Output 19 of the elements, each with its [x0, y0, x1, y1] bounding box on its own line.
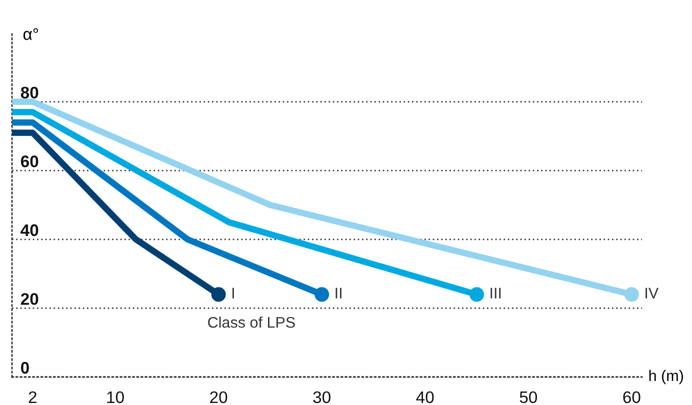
series-label: I — [232, 288, 234, 298]
x-tick-label: 40 — [416, 391, 434, 404]
x-axis-title: h (m) — [649, 370, 683, 384]
series-label: II — [336, 288, 342, 298]
x-tick-label: 10 — [107, 391, 124, 404]
x-tick-label: 2 — [28, 391, 36, 403]
y-tick-label: 40 — [20, 224, 38, 236]
series-label: III — [490, 288, 501, 298]
x-tick-label: 20 — [210, 391, 228, 404]
series-label: IV — [646, 288, 659, 298]
annotation: Class of LPS — [208, 316, 295, 328]
y-tick-label: 0 — [20, 362, 29, 374]
x-tick-label: 50 — [520, 391, 538, 404]
x-tick-label: 30 — [313, 391, 330, 404]
y-axis-title: α° — [23, 28, 38, 40]
y-tick-label: 60 — [20, 156, 38, 168]
x-tick-label: 60 — [623, 391, 640, 404]
y-tick-label: 20 — [20, 293, 38, 305]
y-tick-label: 80 — [20, 86, 38, 99]
